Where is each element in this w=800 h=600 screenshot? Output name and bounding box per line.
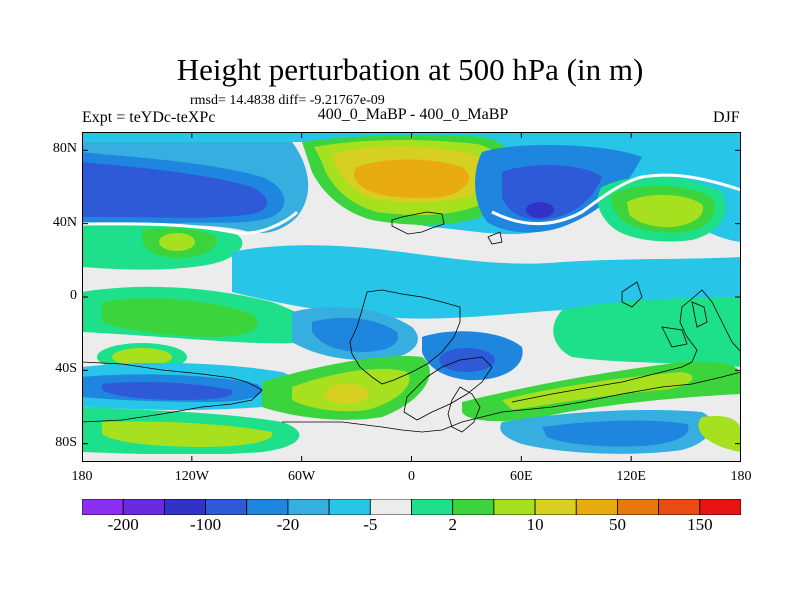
- lat-tick-label: 40S: [55, 361, 77, 377]
- colorbar-label: 50: [608, 515, 626, 534]
- colorbar-label: -100: [189, 515, 222, 534]
- colorbar-label: -5: [363, 515, 378, 534]
- colorbar-swatch: [122, 499, 165, 515]
- lon-tick-label: 60W: [288, 469, 316, 484]
- zero-contour: [82, 173, 741, 235]
- colorbar-swatch: [246, 499, 289, 515]
- lon-tick-label: 120E: [616, 469, 646, 484]
- lon-tick-label: 60E: [510, 469, 533, 484]
- colorbar: [82, 499, 741, 515]
- lat-tick-label: 40N: [52, 214, 77, 230]
- lon-tick-label: 180: [730, 469, 752, 484]
- colorbar-label: -20: [276, 515, 300, 534]
- map-title: Height perturbation at 500 hPa (in m): [176, 52, 644, 87]
- colorbar-label: -200: [107, 515, 139, 534]
- colorbar-swatch: [82, 499, 124, 515]
- colorbar-swatch: [534, 499, 577, 515]
- colorbar-swatch: [617, 499, 660, 515]
- colorbar-swatch: [575, 499, 618, 515]
- lon-tick-label: 180: [71, 469, 93, 484]
- colorbar-swatch: [163, 499, 206, 515]
- contour-fill: [82, 132, 741, 462]
- season-label: DJF: [713, 109, 740, 126]
- colorbar-label: 2: [448, 515, 457, 534]
- stats-label: rmsd= 14.4838 diff= -9.21767e-09: [190, 93, 385, 108]
- experiment-label: Expt = teYDc-teXPc: [82, 109, 216, 126]
- lat-tick-label: 0: [70, 288, 77, 303]
- colorbar-swatch: [205, 499, 248, 515]
- lon-tick-label: 120W: [174, 469, 209, 484]
- colorbar-swatch: [287, 499, 330, 515]
- colorbar-label: 150: [687, 515, 713, 534]
- lon-tick-label: 0: [408, 469, 415, 484]
- coastlines: [82, 211, 741, 433]
- axis-ticks: [82, 132, 741, 462]
- contour-map: [82, 132, 741, 462]
- colorbar-swatch: [411, 499, 454, 515]
- colorbar-swatch: [658, 499, 701, 515]
- colorbar-swatch: [328, 499, 371, 515]
- colorbar-swatch: [369, 499, 412, 515]
- lat-tick-label: 80N: [52, 141, 77, 157]
- colorbar-swatch: [493, 499, 536, 515]
- colorbar-label: 10: [526, 515, 544, 534]
- period-label: 400_0_MaBP - 400_0_MaBP: [317, 106, 509, 123]
- colorbar-swatch: [452, 499, 495, 515]
- colorbar-swatch: [699, 499, 741, 515]
- lat-tick-label: 80S: [55, 434, 77, 450]
